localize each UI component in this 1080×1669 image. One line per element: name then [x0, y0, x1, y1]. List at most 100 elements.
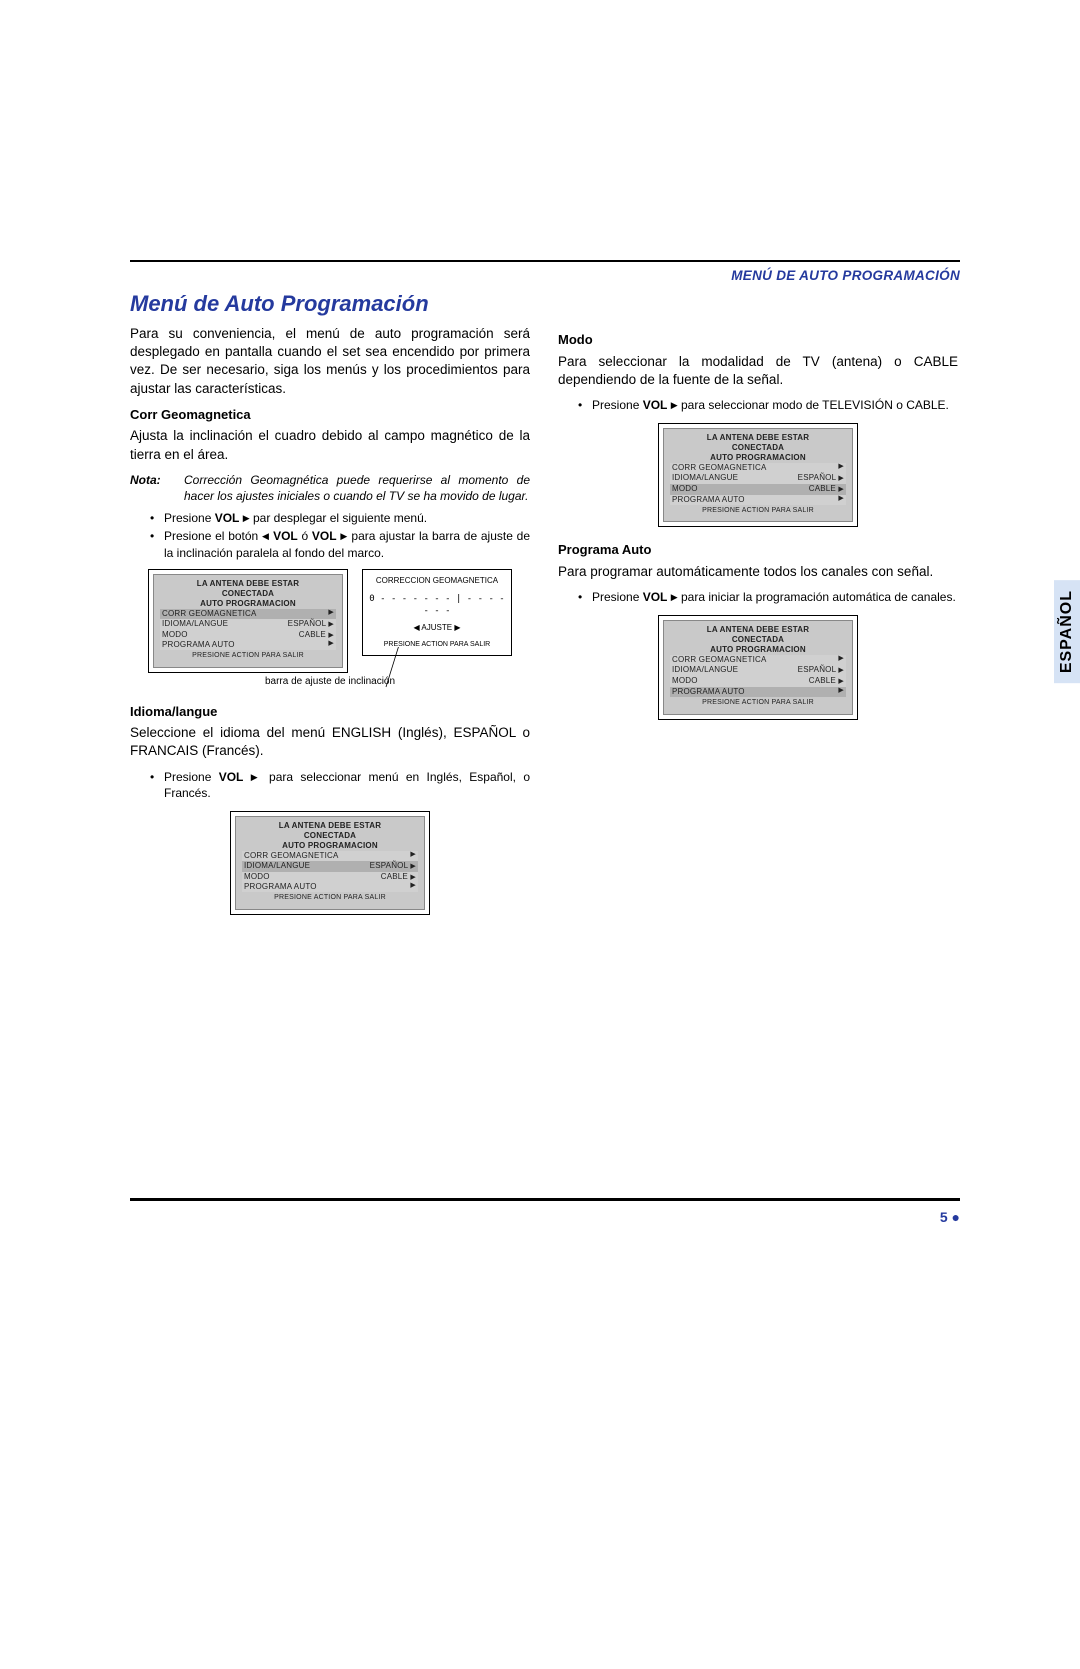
osd-line3: AUTO PROGRAMACION	[160, 599, 336, 609]
osd-row-prog: PROGRAMA AUTO▶	[670, 687, 846, 697]
osd-line2: CONECTADA	[670, 635, 846, 645]
osd-screenshot: LA ANTENA DEBE ESTAR CONECTADA AUTO PROG…	[148, 569, 348, 673]
running-head: MENÚ DE AUTO PROGRAMACIÓN	[731, 268, 960, 283]
text: Presione	[592, 398, 643, 412]
osd-line3: AUTO PROGRAMACION	[670, 453, 846, 463]
osd-footer: PRESIONE ACTION PARA SALIR	[670, 699, 846, 708]
text: Presione el botón	[164, 529, 262, 543]
nota-text: Corrección Geomagnética puede requerirse…	[184, 472, 530, 504]
osd-footer: PRESIONE ACTION PARA SALIR	[242, 894, 418, 903]
osd-row-geo: CORR GEOMAGNETICA▶	[670, 655, 846, 665]
geo-bullets: Presione VOL ▶ par desplegar el siguient…	[130, 510, 530, 561]
row-arrow-icon: ▶	[838, 655, 844, 665]
osd-label: IDIOMA/LANGUE	[672, 473, 738, 484]
osd-inner: LA ANTENA DEBE ESTAR CONECTADA AUTO PROG…	[153, 574, 343, 668]
vol-label: VOL	[215, 511, 240, 525]
osd-inner: LA ANTENA DEBE ESTAR CONECTADA AUTO PROG…	[235, 816, 425, 910]
geo-bullet-1: Presione VOL ▶ par desplegar el siguient…	[164, 510, 530, 526]
row-arrow-icon: ▶	[328, 621, 334, 628]
page-title: Menú de Auto Programación	[130, 291, 960, 317]
osd-line2: CONECTADA	[160, 589, 336, 599]
text: ó	[298, 529, 312, 543]
row-arrow-icon: ▶	[410, 882, 416, 892]
osd-line3: AUTO PROGRAMACION	[670, 645, 846, 655]
right-column: Modo Para seleccionar la modalidad de TV…	[558, 325, 958, 919]
vol-label: VOL	[643, 590, 668, 604]
osd-label: CORR GEOMAGNETICA	[162, 609, 257, 619]
text: Presione	[592, 590, 643, 604]
osd-value: ESPAÑOL	[288, 619, 326, 628]
prog-bullet-1: Presione VOL ▶ para iniciar la programac…	[592, 589, 958, 605]
osd-row-geo: CORR GEOMAGNETICA▶	[670, 463, 846, 473]
row-arrow-icon: ▶	[328, 632, 334, 639]
bottom-rule	[130, 1198, 960, 1201]
row-arrow-icon: ▶	[838, 486, 844, 493]
osd-line2: CONECTADA	[242, 831, 418, 841]
osd-label: PROGRAMA AUTO	[244, 882, 317, 892]
idioma-osd-figure: LA ANTENA DEBE ESTAR CONECTADA AUTO PROG…	[130, 811, 530, 915]
osd-label: IDIOMA/LANGUE	[162, 619, 228, 630]
right-triangle-icon: ▶	[671, 400, 678, 410]
osd-label: MODO	[672, 676, 698, 687]
prog-body: Para programar automáticamente todos los…	[558, 563, 958, 581]
running-head-row: MENÚ DE AUTO PROGRAMACIÓN	[130, 268, 960, 283]
osd-footer: PRESIONE ACTION PARA SALIR	[670, 507, 846, 516]
osd-footer: PRESIONE ACTION PARA SALIR	[160, 652, 336, 661]
osd-screenshot: LA ANTENA DEBE ESTAR CONECTADA AUTO PROG…	[230, 811, 430, 915]
idioma-heading: Idioma/langue	[130, 703, 530, 721]
osd-label: CORR GEOMAGNETICA	[672, 463, 767, 473]
geo-popup-scale: 0 - - - - - - - | - - - - - - -	[369, 593, 505, 617]
prog-bullets: Presione VOL ▶ para iniciar la programac…	[558, 589, 958, 605]
page-number-value: 5	[940, 1209, 948, 1225]
left-triangle-icon: ◀	[262, 531, 269, 541]
osd-label: MODO	[244, 872, 270, 883]
prog-osd-figure: LA ANTENA DEBE ESTAR CONECTADA AUTO PROG…	[558, 615, 958, 719]
row-arrow-icon: ▶	[410, 863, 416, 870]
osd-row-modo: MODOCABLE ▶	[160, 630, 336, 641]
bullet-icon: ●	[952, 1209, 960, 1225]
osd-value: ESPAÑOL	[798, 473, 836, 482]
nota-label: Nota:	[130, 472, 174, 504]
osd-value: CABLE	[299, 630, 326, 639]
content-columns: Para su conveniencia, el menú de auto pr…	[130, 325, 960, 919]
geo-heading: Corr Geomagnetica	[130, 406, 530, 424]
osd-row-modo: MODOCABLE ▶	[670, 676, 846, 687]
page-number: 5 ●	[130, 1209, 960, 1225]
geo-figure: LA ANTENA DEBE ESTAR CONECTADA AUTO PROG…	[130, 569, 530, 673]
osd-label: PROGRAMA AUTO	[162, 640, 235, 650]
row-arrow-icon: ▶	[838, 687, 844, 697]
modo-bullet-1: Presione VOL ▶ para seleccionar modo de …	[592, 397, 958, 413]
idioma-body: Seleccione el idioma del menú ENGLISH (I…	[130, 724, 530, 760]
idioma-bullets: Presione VOL ▶ para seleccionar menú en …	[130, 769, 530, 801]
osd-value: CABLE	[381, 872, 408, 881]
osd-row-modo: MODOCABLE ▶	[242, 872, 418, 883]
modo-bullets: Presione VOL ▶ para seleccionar modo de …	[558, 397, 958, 413]
row-arrow-icon: ▶	[838, 678, 844, 685]
geo-popup-adjust: ◀ AJUSTE ▶	[369, 623, 505, 634]
row-arrow-icon: ▶	[328, 609, 334, 619]
row-arrow-icon: ▶	[328, 640, 334, 650]
osd-line1: LA ANTENA DEBE ESTAR	[670, 625, 846, 635]
osd-screenshot: LA ANTENA DEBE ESTAR CONECTADA AUTO PROG…	[658, 615, 858, 719]
modo-body: Para seleccionar la modalidad de TV (ant…	[558, 353, 958, 389]
osd-line1: LA ANTENA DEBE ESTAR	[242, 821, 418, 831]
osd-label: CORR GEOMAGNETICA	[244, 851, 339, 861]
geo-popup-footer: PRESIONE ACTION PARA SALIR	[369, 640, 505, 649]
footer-area: 5 ●	[130, 1198, 960, 1225]
osd-row-geo: CORR GEOMAGNETICA▶	[242, 851, 418, 861]
text: par desplegar el siguiente menú.	[250, 511, 427, 525]
osd-row-idioma: IDIOMA/LANGUEESPAÑOL ▶	[670, 473, 846, 484]
row-arrow-icon: ▶	[838, 667, 844, 674]
modo-osd-figure: LA ANTENA DEBE ESTAR CONECTADA AUTO PROG…	[558, 423, 958, 527]
osd-inner: LA ANTENA DEBE ESTAR CONECTADA AUTO PROG…	[663, 620, 853, 714]
geo-caption: barra de ajuste de inclinación	[130, 675, 530, 689]
osd-label: MODO	[672, 484, 698, 495]
osd-row-geo: CORR GEOMAGNETICA ▶	[160, 609, 336, 619]
osd-line1: LA ANTENA DEBE ESTAR	[670, 433, 846, 443]
osd-value: ESPAÑOL	[798, 665, 836, 674]
text: Presione	[164, 511, 215, 525]
osd-line3: AUTO PROGRAMACION	[242, 841, 418, 851]
osd-label: IDIOMA/LANGUE	[672, 665, 738, 676]
vol-label: VOL	[312, 529, 337, 543]
geo-popup-title: CORRECCION GEOMAGNETICA	[369, 576, 505, 587]
